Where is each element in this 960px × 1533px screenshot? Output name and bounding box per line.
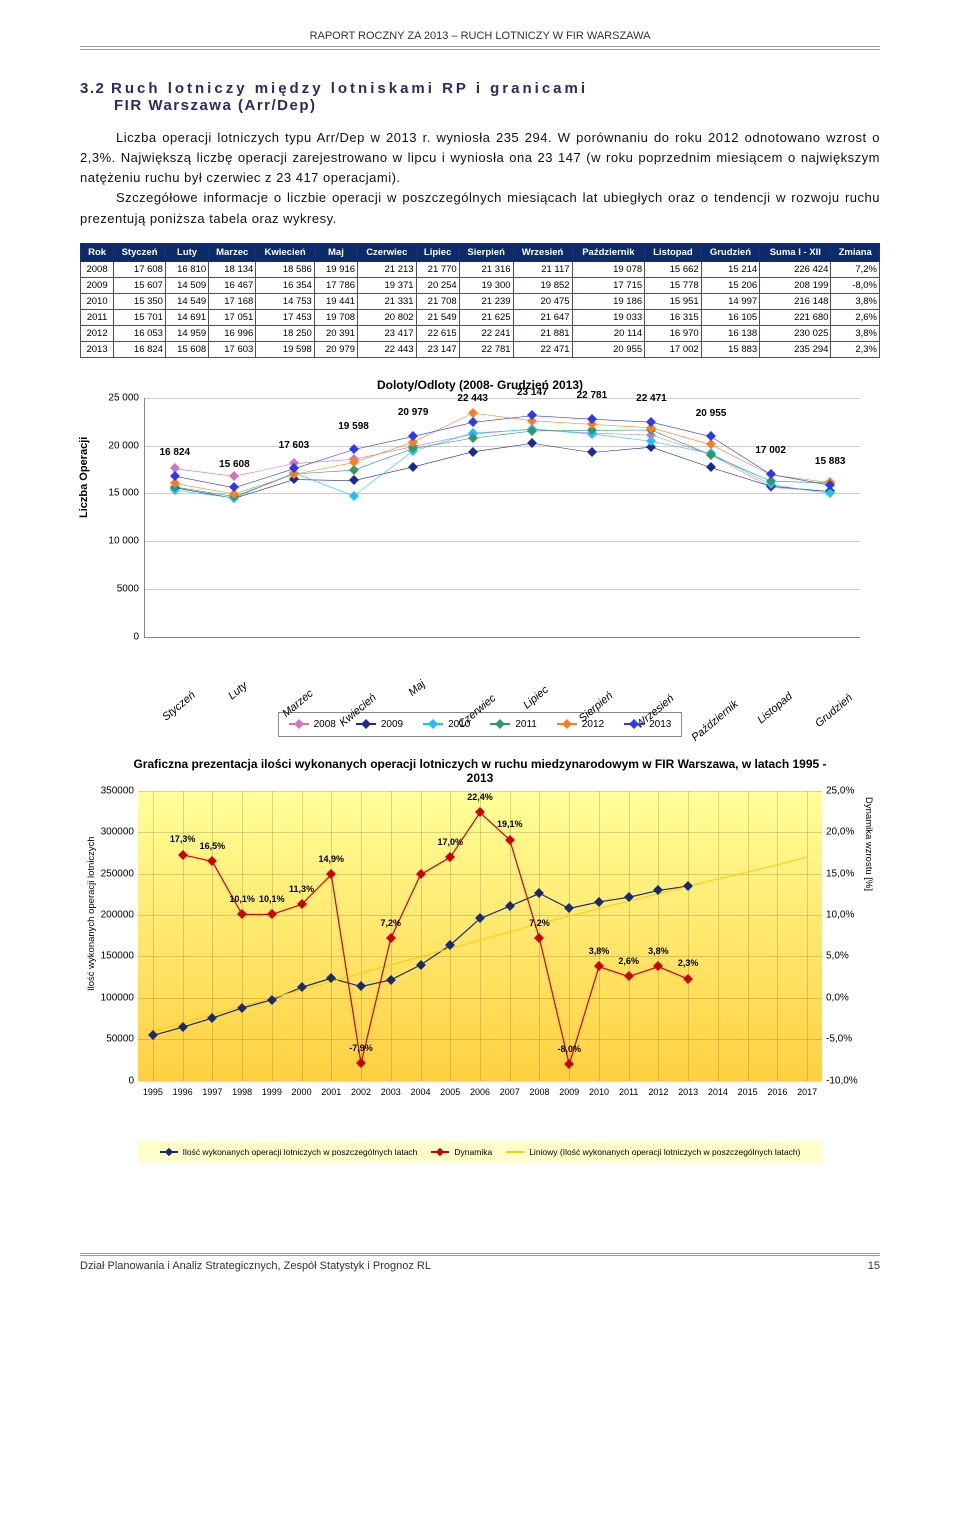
- col-header: Luty: [165, 243, 208, 261]
- section-number: 3.2: [80, 80, 105, 97]
- page-number: 15: [868, 1260, 880, 1272]
- section-title: 3.2 Ruch lotniczy między lotniskami RP i…: [80, 80, 880, 114]
- report-header: RAPORT ROCZNY ZA 2013 – RUCH LOTNICZY W …: [80, 30, 880, 50]
- legend-item: Dynamika: [431, 1147, 492, 1157]
- footer-text: Dział Planowania i Analiz Strategicznych…: [80, 1260, 431, 1272]
- paragraph-1: Liczba operacji lotniczych typu Arr/Dep …: [80, 128, 880, 188]
- section-title-line1: Ruch lotniczy między lotniskami RP i gra…: [111, 80, 588, 97]
- col-header: Zmiana: [831, 243, 880, 261]
- col-header: Rok: [81, 243, 114, 261]
- col-header: Marzec: [209, 243, 256, 261]
- col-header: Grudzień: [701, 243, 760, 261]
- legend-item: 2011: [490, 719, 537, 730]
- chart1-title: Doloty/Odloty (2008- Grudzień 2013): [80, 378, 880, 392]
- monthly-table: RokStyczeńLutyMarzecKwiecieńMajCzerwiecL…: [80, 243, 880, 358]
- col-header: Lipiec: [416, 243, 459, 261]
- legend-item: 2009: [356, 719, 403, 730]
- col-header: Styczeń: [114, 243, 166, 261]
- chart2-legend: Ilość wykonanych operacji lotniczych w p…: [138, 1141, 822, 1163]
- chart2: Ilość wykonanych operacji lotniczych Dyn…: [90, 791, 870, 1131]
- col-header: Kwiecień: [256, 243, 315, 261]
- legend-item: Ilość wykonanych operacji lotniczych w p…: [160, 1147, 418, 1157]
- page-footer: Dział Planowania i Analiz Strategicznych…: [80, 1253, 880, 1272]
- chart1: Liczba Operacji 0500010 00015 00020 0002…: [90, 398, 870, 698]
- table-row: 201015 35014 54917 16814 75319 44121 331…: [81, 293, 880, 309]
- table-row: 200817 60816 81018 13418 58619 91621 213…: [81, 261, 880, 277]
- legend-item: 2008: [289, 719, 336, 730]
- chart1-ylabel: Liczba Operacji: [78, 436, 90, 517]
- table-row: 200915 60714 50916 46716 35417 78619 371…: [81, 277, 880, 293]
- table-row: 201115 70114 69117 05117 45319 70820 802…: [81, 309, 880, 325]
- col-header: Suma I - XII: [760, 243, 831, 261]
- legend-item: Liniowy (Ilość wykonanych operacji lotni…: [506, 1147, 800, 1157]
- body-paragraphs: Liczba operacji lotniczych typu Arr/Dep …: [80, 128, 880, 229]
- col-header: Wrzesień: [513, 243, 572, 261]
- table-row: 201216 05314 95916 99618 25020 39123 417…: [81, 325, 880, 341]
- table-row: 201316 82415 60817 60319 59820 97922 443…: [81, 341, 880, 357]
- col-header: Czerwiec: [358, 243, 417, 261]
- paragraph-2: Szczegółowe informacje o liczbie operacj…: [80, 188, 880, 228]
- section-title-line2: FIR Warszawa (Arr/Dep): [114, 97, 316, 114]
- col-header: Listopad: [645, 243, 702, 261]
- col-header: Maj: [314, 243, 357, 261]
- col-header: Październik: [572, 243, 645, 261]
- col-header: Sierpień: [459, 243, 513, 261]
- chart2-title: Graficzna prezentacja ilości wykonanych …: [120, 757, 840, 785]
